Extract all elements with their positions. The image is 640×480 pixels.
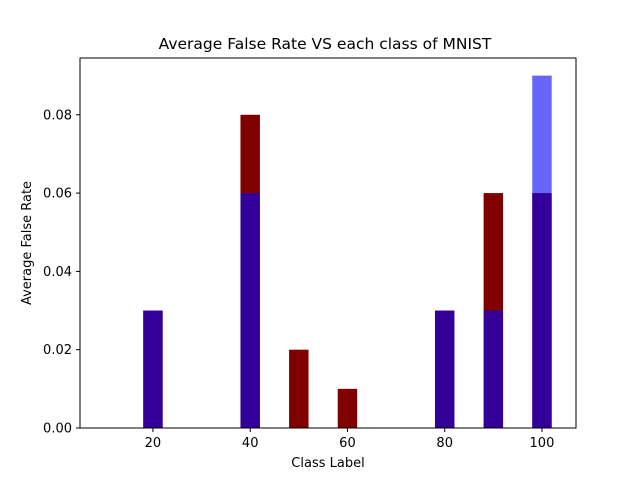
y-tick-label: 0.02 bbox=[43, 343, 72, 358]
bar-series1-class-60 bbox=[337, 388, 358, 428]
bar-series2-class-100 bbox=[532, 75, 552, 428]
bar-series2-class-90 bbox=[483, 310, 504, 428]
x-tick-label: 100 bbox=[530, 436, 555, 451]
y-axis-ticks: 0.00 0.02 0.04 0.06 0.08 bbox=[43, 108, 80, 437]
bar-series2-class-40 bbox=[240, 193, 260, 428]
x-tick-label: 40 bbox=[242, 436, 259, 451]
y-tick-label: 0.08 bbox=[43, 108, 72, 123]
x-axis-ticks: 20 40 60 80 100 bbox=[145, 428, 555, 451]
bar-series2-class-20 bbox=[143, 310, 163, 428]
y-axis-label: Average False Rate bbox=[20, 181, 35, 305]
x-axis-label: Class Label bbox=[291, 456, 364, 471]
y-tick-label: 0.04 bbox=[43, 265, 72, 280]
plot-frame bbox=[79, 57, 577, 429]
bars-group bbox=[143, 75, 552, 428]
x-tick-label: 20 bbox=[145, 436, 162, 451]
y-tick-label: 0.06 bbox=[43, 187, 72, 202]
chart-title: Average False Rate VS each class of MNIS… bbox=[159, 35, 492, 53]
bar-series1-class-50 bbox=[289, 349, 309, 428]
y-tick-label: 0.00 bbox=[43, 422, 72, 437]
x-tick-label: 60 bbox=[339, 436, 356, 451]
bar-series2-class-80 bbox=[434, 310, 455, 428]
x-tick-label: 80 bbox=[436, 436, 453, 451]
